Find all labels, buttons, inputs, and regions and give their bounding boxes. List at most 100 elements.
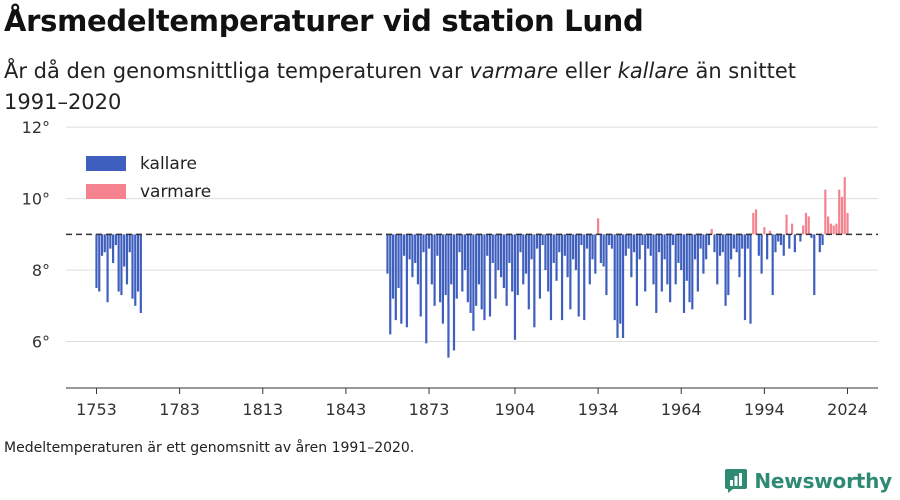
bar-1956 [657, 234, 661, 253]
subtitle-part-3: än snittet 1991–2020 [4, 59, 797, 114]
bar-1761 [117, 234, 120, 292]
bar-1944 [624, 234, 627, 256]
bar-1970 [696, 234, 699, 292]
bar-1863 [400, 234, 403, 324]
bar-1981 [727, 234, 730, 296]
bar-1860 [391, 234, 395, 299]
x-tick-label-1964: 1964 [661, 400, 702, 419]
bar-1937 [605, 234, 608, 296]
bar-1993 [760, 234, 763, 274]
bar-1960 [669, 234, 672, 303]
bar-1986 [741, 234, 744, 249]
y-gridlines [66, 126, 878, 343]
bar-1939 [610, 234, 614, 249]
bar-1945 [627, 234, 630, 249]
bar-1868 [414, 234, 417, 263]
bar-1962 [674, 234, 677, 285]
bar-1909 [527, 234, 530, 310]
bar-1768 [136, 234, 140, 292]
bar-1766 [131, 234, 134, 299]
x-tick-label-2024: 2024 [827, 400, 868, 419]
bar-1893 [483, 234, 486, 321]
bar-2003 [788, 234, 791, 249]
x-tick-label-1753: 1753 [76, 400, 117, 419]
bar-1942 [619, 234, 622, 324]
bar-2008 [802, 225, 805, 235]
bar-1963 [677, 234, 680, 263]
bar-1861 [394, 234, 397, 321]
bar-1892 [480, 234, 483, 310]
bar-1932 [591, 234, 594, 260]
bar-1922 [563, 234, 566, 256]
bar-1904 [513, 234, 517, 340]
bar-2022 [840, 196, 844, 235]
bar-1924 [569, 234, 572, 310]
bar-1763 [123, 234, 126, 267]
bar-1915 [544, 234, 547, 271]
bar-2015 [821, 234, 824, 246]
bar-1947 [633, 234, 636, 253]
bar-1891 [477, 234, 481, 285]
bar-1984 [735, 234, 738, 253]
bar-1992 [757, 234, 760, 256]
bar-1917 [549, 234, 553, 321]
bar-1999 [777, 234, 780, 242]
bar-1988 [746, 234, 749, 249]
bar-2024 [846, 212, 849, 235]
bar-1905 [516, 234, 519, 296]
bar-2017 [827, 216, 830, 235]
bar-1877 [439, 234, 442, 303]
bar-1938 [608, 234, 611, 246]
brand-name: Newsworthy [754, 469, 892, 493]
y-tick-label-12: 12° [22, 120, 50, 137]
bar-1878 [441, 234, 444, 324]
bar-1972 [702, 234, 705, 274]
bar-1918 [552, 234, 555, 263]
bar-1873 [427, 234, 431, 249]
bar-1887 [466, 234, 469, 303]
bar-1957 [660, 234, 663, 292]
bar-1923 [566, 234, 569, 278]
bar-1965 [682, 234, 686, 313]
page-title: Årsmedeltemperaturer vid station Lund [4, 4, 644, 38]
bar-1925 [572, 234, 575, 260]
bar-1875 [433, 234, 436, 306]
bar-1946 [630, 234, 633, 278]
bar-2005 [793, 234, 796, 253]
bar-1953 [649, 234, 652, 256]
y-tick-label-6: 6° [32, 333, 50, 352]
bar-1884 [458, 234, 461, 253]
bar-1903 [511, 234, 514, 292]
bar-1880 [447, 234, 450, 358]
bar-1911 [533, 234, 536, 328]
bar-1901 [505, 234, 508, 306]
bar-1897 [494, 234, 497, 299]
bar-1967 [688, 234, 691, 303]
subtitle-part-2: eller [558, 59, 618, 83]
bar-1906 [519, 234, 522, 253]
bar-1921 [560, 234, 564, 321]
bar-1976 [713, 234, 716, 253]
bar-1948 [635, 234, 638, 306]
x-tick-label-1934: 1934 [578, 400, 619, 419]
bar-2010 [807, 216, 810, 235]
bar-1895 [488, 234, 492, 317]
bar-1995 [766, 234, 769, 260]
bar-1973 [705, 234, 708, 260]
legend: kallare varmare [86, 154, 211, 202]
bar-1916 [547, 234, 550, 292]
bar-2002 [785, 214, 788, 235]
bar-1908 [524, 234, 528, 274]
bar-1949 [638, 234, 641, 260]
bar-1913 [538, 234, 541, 299]
bar-1954 [652, 234, 655, 285]
bar-2009 [804, 212, 808, 235]
bar-1919 [555, 234, 558, 281]
brand: Newsworthy [724, 468, 892, 494]
bar-1755 [100, 234, 104, 256]
bar-1764 [125, 234, 129, 285]
bar-1927 [577, 234, 580, 317]
x-tick-label-1813: 1813 [242, 400, 283, 419]
bar-1871 [422, 234, 425, 253]
bar-1950 [641, 234, 644, 246]
